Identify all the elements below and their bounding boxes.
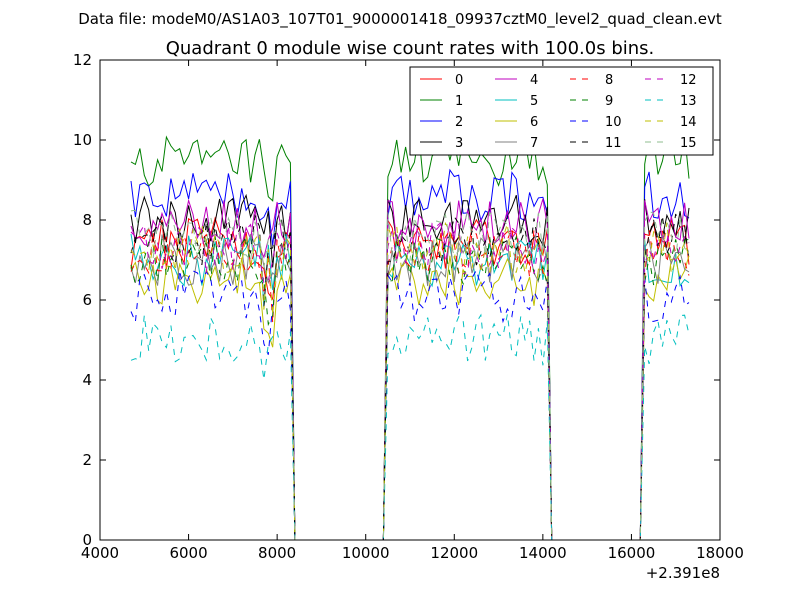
legend-label: 3 [455, 136, 463, 151]
legend-label: 11 [605, 136, 622, 151]
y-tick-label: 8 [82, 211, 92, 229]
legend-label: 5 [530, 94, 538, 109]
y-tick-label: 4 [82, 371, 92, 389]
series-line-15 [130, 209, 690, 541]
series-line-12 [130, 221, 690, 541]
y-tick-label: 12 [73, 51, 92, 69]
legend-label: 1 [455, 94, 463, 109]
series-line-1 [130, 134, 690, 541]
chart-title: Quadrant 0 module wise count rates with … [166, 38, 655, 59]
legend-label: 9 [605, 94, 613, 109]
x-tick-label: 14000 [519, 544, 567, 562]
x-tick-label: 10000 [342, 544, 390, 562]
legend-label: 10 [605, 115, 622, 130]
legend-label: 4 [530, 73, 538, 88]
legend-label: 12 [680, 73, 697, 88]
legend-box [409, 66, 714, 156]
x-tick-label: 8000 [258, 544, 296, 562]
legend-label: 2 [455, 115, 463, 130]
series-lines [130, 134, 690, 541]
series-line-8 [130, 226, 690, 541]
series-line-7 [130, 233, 690, 541]
x-tick-label: 6000 [169, 544, 207, 562]
series-line-5 [130, 233, 690, 541]
legend-label: 15 [680, 136, 697, 151]
legend-label: 13 [680, 94, 697, 109]
data-file-suptitle: Data file: modeM0/AS1A03_107T01_90000014… [78, 10, 722, 29]
series-line-14 [130, 221, 690, 541]
series-line-9 [130, 234, 690, 541]
y-tick-label: 2 [82, 451, 92, 469]
y-tick-label: 6 [82, 291, 92, 309]
legend-label: 0 [455, 73, 463, 88]
x-tick-label: 18000 [696, 544, 744, 562]
x-offset-label: +2.391e8 [646, 564, 720, 582]
series-line-6 [130, 255, 690, 541]
y-tick-label: 10 [73, 131, 92, 149]
series-line-4 [130, 198, 690, 541]
y-tick-label: 0 [82, 531, 92, 549]
x-tick-label: 4000 [81, 544, 119, 562]
series-line-13 [130, 313, 690, 541]
series-line-2 [130, 168, 690, 541]
legend-label: 7 [530, 136, 538, 151]
axis-ticks: 4000 6000 8000 10000 12000 14000 16000 18000 0 2 4… [73, 51, 744, 562]
legend-label: 6 [530, 115, 538, 130]
legend-label: 8 [605, 73, 613, 88]
x-tick-label: 12000 [430, 544, 478, 562]
legend-label: 14 [680, 115, 697, 130]
x-tick-label: 16000 [608, 544, 656, 562]
series-line-10 [130, 269, 690, 541]
